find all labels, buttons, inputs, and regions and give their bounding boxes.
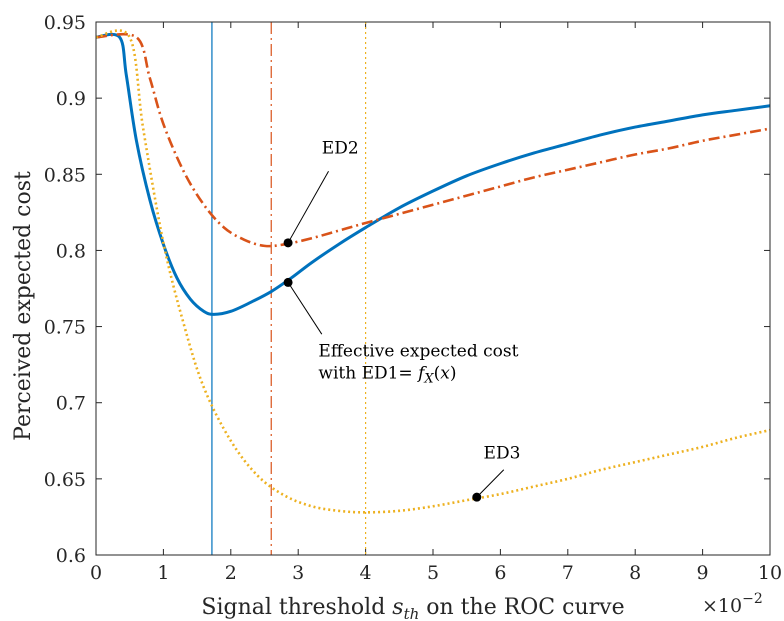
annotation-ed2-leader: [287, 170, 329, 244]
x-tick-label: 10: [758, 562, 782, 584]
y-tick-label: 0.9: [56, 88, 86, 110]
annotation-math-sub: X: [423, 371, 434, 386]
series-ed1-line: [95, 32, 771, 316]
y-tick-label: 0.85: [44, 164, 86, 186]
x-tick-label: 6: [494, 562, 506, 584]
x-axis-multiplier: ×10−2: [702, 591, 763, 617]
y-axis-label: Perceived expected cost: [11, 171, 36, 441]
x-tick-label: 7: [562, 562, 574, 584]
x-tick-label: 4: [360, 562, 372, 584]
annotation-ed1-text-0: Effective expected cost: [318, 341, 518, 361]
x-tick-label: 0: [90, 562, 102, 584]
x-axis-label-sub: th: [404, 605, 420, 621]
x-multiplier-base: ×10: [702, 595, 742, 617]
annotation-ed1-marker: [283, 277, 293, 287]
y-tick-label: 0.65: [44, 469, 86, 491]
x-tick-label: 1: [157, 562, 169, 584]
plot-background: [96, 22, 770, 555]
annotation-math-arg: (: [434, 363, 441, 383]
plot-frame: [95, 21, 771, 556]
x-axis-label-pre: Signal threshold: [201, 595, 392, 620]
annotation-ed3-marker: [472, 492, 482, 502]
plot-area: [96, 22, 770, 555]
annotation-math-x: x: [440, 363, 450, 383]
ticks: 0 1 2 3 4 5 6 7 8 9 10 0.6 0.65 0.7 0.75 0.8 0.85 0.9 0.95: [44, 12, 782, 584]
annotation-ed1-leader: [287, 282, 323, 335]
y-tick-label: 0.7: [56, 393, 86, 415]
x-axis-label: Signal threshold sth on the ROC curve: [201, 595, 624, 621]
x-axis-label-var: s: [392, 595, 403, 620]
annotation-math-f: f: [416, 363, 427, 383]
annotation-ed2-text-0: ED2: [322, 139, 359, 159]
series-ed2-line: [95, 32, 771, 248]
annotation-math-close: ): [450, 363, 457, 383]
y-tick-label: 0.6: [56, 545, 86, 567]
x-tick-label: 9: [697, 562, 709, 584]
y-tick-label: 0.75: [44, 317, 86, 339]
annotation-ed3-text-0: ED3: [484, 443, 521, 463]
x-multiplier-exp: −2: [742, 591, 763, 607]
x-tick-label: 5: [427, 562, 439, 584]
y-tick-label: 0.8: [56, 240, 86, 262]
annotation-ed3-leader: [476, 469, 505, 498]
x-tick-label: 2: [225, 562, 237, 584]
series-layer: [95, 22, 771, 555]
y-tick-label: 0.95: [44, 12, 86, 34]
annotation-ed2-marker: [283, 238, 293, 248]
x-tick-label: 8: [629, 562, 641, 584]
x-axis-label-post: on the ROC curve: [419, 595, 624, 620]
annotation-ed1-text-1: with ED1= fX(x): [318, 363, 456, 386]
x-tick-label: 3: [292, 562, 304, 584]
